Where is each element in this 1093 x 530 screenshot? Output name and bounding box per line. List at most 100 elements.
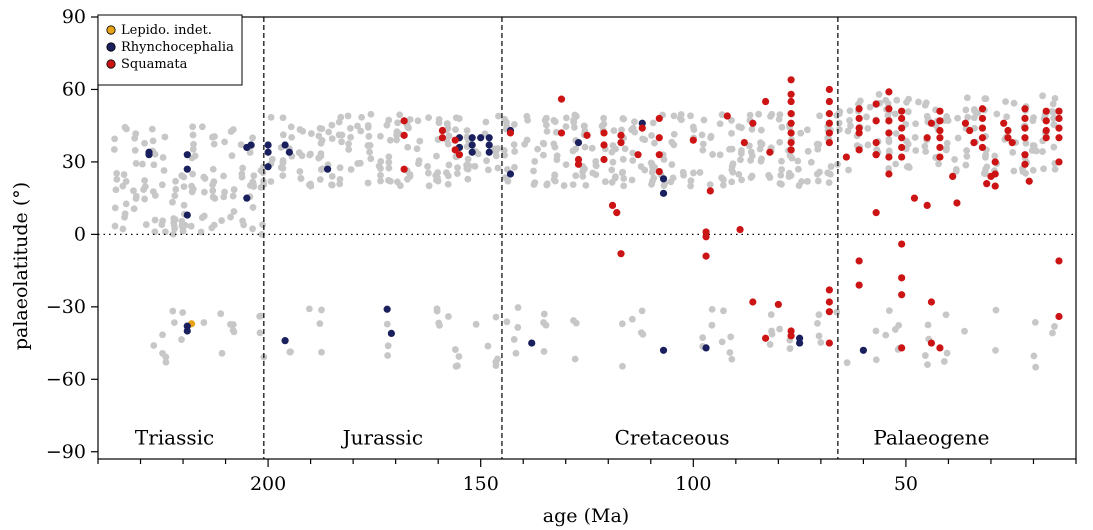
occurrence-point (445, 313, 452, 320)
squamata-point (617, 138, 625, 147)
occurrence-point (943, 349, 951, 357)
squamata-point (885, 153, 893, 161)
squamata-point (1021, 114, 1029, 123)
rhynchocephalia-point (183, 165, 191, 173)
squamata-point (1008, 138, 1016, 147)
occurrence-point (648, 180, 655, 188)
occurrence-point (197, 228, 205, 236)
squamata-point (787, 90, 795, 98)
occurrence-point (220, 172, 227, 180)
squamata-point (923, 134, 931, 142)
occurrence-point (299, 127, 307, 135)
occurrence-point (648, 132, 655, 139)
occurrence-point (180, 201, 188, 209)
occurrence-point (367, 110, 375, 118)
occurrence-point (922, 148, 930, 155)
occurrence-point (111, 222, 119, 230)
occurrence-point (962, 161, 970, 169)
rhynchocephalia-point (859, 346, 867, 354)
legend-label: Lepido. indet. (121, 23, 212, 38)
occurrence-point (305, 305, 313, 313)
occurrence-point (316, 124, 324, 132)
occurrence-point (453, 170, 461, 177)
squamata-point (600, 141, 608, 149)
rhynchocephalia-point (477, 134, 485, 142)
rhynchocephalia-point (247, 141, 255, 149)
squamata-point (936, 107, 944, 115)
occurrence-point (609, 158, 617, 166)
squamata-point (898, 274, 906, 282)
squamata-point (910, 194, 919, 202)
squamata-point (1055, 158, 1063, 166)
occurrence-point (160, 167, 168, 174)
occurrence-point (912, 120, 919, 128)
squamata-point (689, 136, 697, 144)
squamata-point (898, 344, 906, 352)
occurrence-point (229, 327, 237, 334)
squamata-point (1021, 105, 1029, 113)
occurrence-point (637, 163, 645, 170)
occurrence-point (885, 307, 893, 315)
occurrence-point (110, 146, 118, 153)
occurrence-point (494, 355, 501, 363)
squamata-point (655, 167, 663, 176)
legend-label: Rhynchocephalia (121, 40, 234, 55)
occurrence-point (120, 171, 128, 178)
occurrence-point (915, 98, 922, 106)
occurrence-point (483, 157, 490, 165)
occurrence-point (720, 307, 727, 315)
occurrence-point (277, 164, 285, 171)
occurrence-point (511, 163, 518, 171)
squamata-point (949, 172, 957, 181)
occurrence-point (287, 348, 294, 356)
squamata-point (872, 100, 880, 108)
occurrence-point (434, 169, 442, 176)
occurrence-point (111, 204, 119, 212)
rhynchocephalia-point (243, 194, 251, 202)
occurrence-point (651, 139, 658, 147)
occurrence-point (279, 158, 287, 166)
legend-marker (106, 25, 116, 35)
occurrence-point (581, 143, 589, 151)
occurrence-point (530, 167, 537, 175)
occurrence-point (817, 339, 825, 346)
y-tick-label: −30 (46, 296, 86, 318)
occurrence-point (218, 349, 226, 357)
occurrence-point (1051, 323, 1058, 330)
occurrence-point (451, 346, 459, 353)
occurrence-point (512, 349, 520, 357)
occurrence-point (670, 130, 678, 138)
occurrence-point (149, 188, 157, 196)
occurrence-point (571, 124, 578, 131)
occurrence-point (647, 159, 655, 167)
occurrence-point (757, 139, 764, 147)
occurrence-point (815, 140, 823, 148)
occurrence-point (385, 153, 393, 161)
occurrence-point (211, 195, 219, 202)
squamata-point (1055, 124, 1063, 132)
occurrence-point (169, 307, 177, 315)
occurrence-point (190, 140, 197, 148)
occurrence-point (797, 129, 805, 137)
occurrence-point (816, 112, 824, 120)
occurrence-point (328, 181, 336, 189)
occurrence-point (690, 126, 698, 133)
occurrence-point (620, 182, 628, 190)
occurrence-point (112, 186, 120, 194)
squamata-point (506, 129, 515, 137)
occurrence-point (1031, 318, 1039, 326)
occurrence-point (239, 164, 247, 172)
squamata-point (749, 119, 757, 127)
occurrence-point (386, 136, 394, 144)
occurrence-point (872, 327, 880, 335)
occurrence-point (864, 141, 872, 149)
occurrence-point (317, 150, 325, 158)
squamata-point (613, 209, 621, 217)
occurrence-point (434, 174, 441, 182)
occurrence-point (766, 341, 774, 348)
squamata-point (978, 105, 987, 113)
occurrence-point (464, 175, 472, 183)
occurrence-point (396, 111, 404, 119)
occurrence-point (141, 177, 149, 184)
squamata-point (885, 129, 893, 137)
